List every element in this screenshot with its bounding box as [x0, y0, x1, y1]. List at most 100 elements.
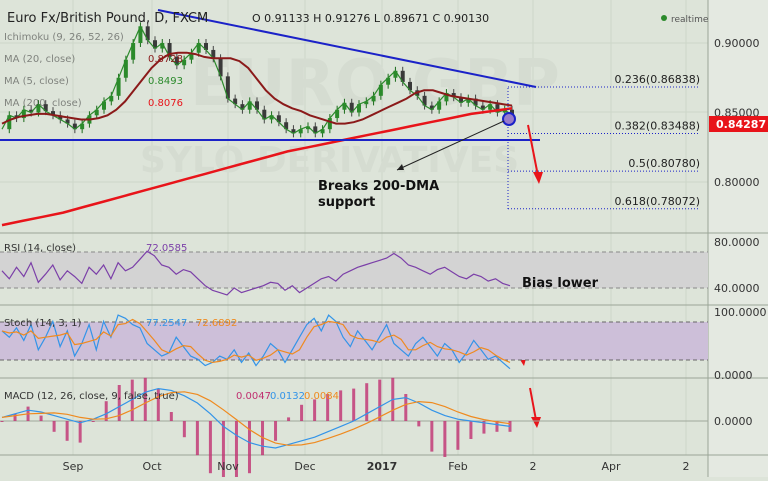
ma5-label: MA (5, close): [4, 76, 69, 87]
ma20-label: MA (20, close): [4, 54, 75, 65]
price-candle-body: [473, 98, 478, 106]
price-candle-body: [196, 43, 201, 53]
macd-histogram-bar: [52, 421, 56, 432]
price-candle-body: [80, 123, 85, 130]
horizontal-grid: [0, 42, 708, 183]
stoch-d-line: [1, 318, 511, 364]
macd-histogram-bar: [182, 421, 186, 438]
annotation-pointer-head: [397, 164, 404, 170]
axis-background: [708, 0, 768, 477]
macd-histogram-bar: [78, 421, 82, 443]
macd-histogram-bar: [300, 404, 304, 421]
x-tick-label: 2017: [367, 460, 398, 473]
stoch-k-line: [1, 314, 511, 370]
price-candle-body: [36, 104, 41, 113]
price-candle-body: [233, 98, 238, 105]
ma20-value: 0.8728: [148, 54, 183, 65]
macd-histogram-bar: [352, 388, 356, 421]
breaks-annotation-line2: support: [318, 195, 375, 210]
macd-histogram-bar: [417, 421, 421, 427]
breakout-marker: [502, 112, 516, 126]
macd-histogram-bar: [130, 379, 134, 421]
fib-label: 0.5(0.80780): [628, 157, 700, 170]
price-candle-body: [444, 93, 449, 102]
price-candle-body: [72, 123, 77, 130]
ichimoku-label: Ichimoku (9, 26, 52, 26): [4, 32, 124, 43]
x-axis: Sep Oct Nov Dec 2017 Feb 2 Apr 2: [63, 460, 690, 473]
price-candle-body: [349, 102, 354, 113]
x-tick-label: Dec: [294, 460, 315, 473]
price-candle-body: [211, 49, 216, 59]
price-candle-body: [43, 104, 48, 112]
macd-histogram-bar: [287, 417, 291, 421]
macd-value-1: 0.0047: [236, 391, 271, 402]
realtime-dot: [661, 15, 667, 21]
price-candle-body: [21, 109, 26, 119]
price-candle-body: [335, 109, 340, 119]
price-candle-body: [145, 26, 150, 41]
x-tick-label: Sep: [63, 460, 84, 473]
indicator-legend: Ichimoku (9, 26, 52, 26) MA (20, close) …: [4, 32, 124, 109]
price-candle-body: [218, 58, 223, 77]
price-candle-body: [160, 43, 165, 49]
price-candle-body: [276, 115, 281, 123]
macd-signal-line: [1, 391, 511, 446]
price-candle-body: [109, 95, 114, 102]
price-candle-body: [357, 104, 361, 113]
macd-histogram-bar: [13, 413, 17, 421]
macd-histogram-bar: [39, 415, 43, 421]
macd-histogram-bar: [378, 379, 382, 421]
macd-histogram-bar: [169, 412, 173, 421]
macd-histogram-bar: [0, 421, 4, 422]
price-candle-body: [320, 129, 325, 134]
price-candle-body: [400, 70, 405, 82]
price-candle-body: [495, 104, 500, 113]
fib-label: 0.236(0.86838): [614, 73, 700, 86]
fib-label: 0.618(0.78072): [614, 195, 700, 208]
stoch-pane: [1, 314, 511, 370]
last-price-badge: [709, 116, 768, 132]
macd-histogram-bar: [143, 377, 147, 421]
macd-histogram-bar: [208, 421, 212, 474]
macd-histogram-bar: [104, 401, 108, 421]
y-tick-label: 0.80000: [714, 176, 760, 189]
x-tick-label: Nov: [217, 460, 239, 473]
price-candle-body: [116, 77, 121, 96]
macd-histogram-bar: [221, 421, 225, 481]
price-candle-body: [255, 101, 259, 110]
macd-histogram-bar: [404, 394, 408, 421]
pane-tick-label: 40.0000: [714, 282, 760, 295]
x-tick-label: 2: [530, 460, 537, 473]
macd-histogram-bar: [234, 421, 238, 481]
price-candle-body: [510, 109, 514, 116]
x-tick-label: Oct: [142, 460, 162, 473]
pane-tick-label: 100.0000: [714, 306, 767, 319]
price-line: [1, 24, 513, 135]
down-arrow-macd: [529, 387, 541, 428]
price-candle-body: [269, 115, 274, 120]
macd-histogram-bar: [430, 421, 434, 452]
stoch-label: Stoch (14, 3, 1): [4, 318, 81, 329]
last-price-label: 0.84287: [716, 118, 766, 131]
price-candle-body: [138, 26, 143, 43]
macd-histogram-bar: [469, 421, 473, 439]
macd-histogram-bar: [91, 421, 95, 422]
price-candle-body: [153, 40, 157, 49]
macd-histogram-bar: [339, 390, 343, 421]
macd-histogram-bar: [456, 421, 460, 450]
pane-tick-label: 0.0000: [714, 415, 753, 428]
rsi-band: [0, 252, 708, 288]
ma200-value: 0.8076: [148, 98, 183, 109]
price-candle-body: [291, 129, 296, 134]
price-candle-body: [298, 129, 303, 134]
price-candle-body: [262, 109, 267, 120]
price-candle-body: [378, 84, 383, 96]
macd-histogram-bar: [313, 399, 317, 421]
rsi-pane: [1, 250, 511, 296]
macd-histogram-bar: [365, 383, 369, 421]
ohlc-values: O 0.91133 H 0.91276 L 0.89671 C 0.90130: [252, 12, 489, 25]
macd-value-3: 0.0084: [304, 391, 339, 402]
